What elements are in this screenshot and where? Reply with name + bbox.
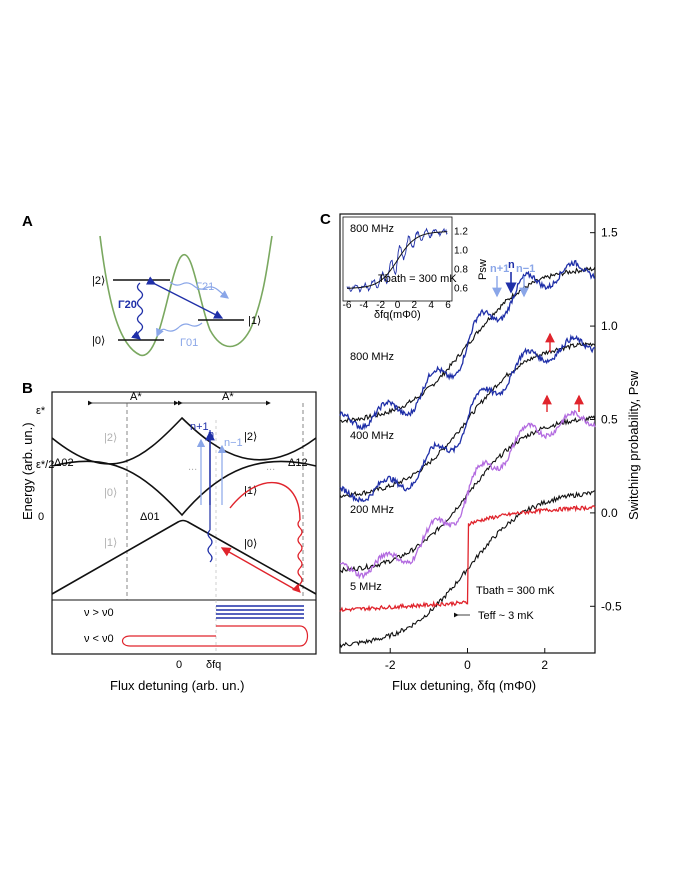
- panel-c-label: C: [320, 211, 331, 228]
- y-tick-label: 1.5: [601, 226, 618, 240]
- amp-left-label: A*: [130, 391, 142, 403]
- gamma-21-label: Γ21: [196, 281, 214, 293]
- panel-a-label: A: [22, 213, 33, 230]
- level-curve-2: [51, 416, 317, 465]
- inset-ylabel: Psw: [477, 259, 489, 280]
- b-n-minus-label: n−1: [224, 437, 243, 449]
- amp-right-label: A*: [222, 391, 234, 403]
- inset-ticks: -6 -4 -2 0 2 4 60.6 0.8 1.0 1.2: [343, 227, 469, 312]
- tbath-label: Tbath = 300 mK: [476, 585, 555, 597]
- panel-c-y-axis-label: Switching probability, Psw: [626, 370, 641, 520]
- state-0-label: |0⟩: [92, 335, 105, 347]
- inset-x-tick: 4: [428, 300, 434, 311]
- left-level-0: |0⟩: [104, 487, 117, 499]
- panel-c-plot: [339, 259, 596, 649]
- delta-01-label: Δ01: [140, 511, 160, 523]
- inset-y-tick: 1.0: [454, 246, 468, 257]
- red-return-arrow: [220, 547, 297, 591]
- b-n-label: n: [208, 429, 214, 441]
- panel-c-x-axis-label: Flux detuning, δfq (mΦ0): [392, 678, 536, 693]
- trace-800-label: 800 MHz: [350, 351, 394, 363]
- drive-red-loop: [121, 625, 309, 647]
- double-well-potential: [99, 235, 273, 356]
- x-tick-label: 2: [541, 658, 548, 672]
- eps-half-label: ε*/2: [36, 459, 54, 471]
- panel-c-ticks: -2 0 2-0.50.00.51.01.5: [385, 226, 622, 672]
- gamma-21-arrow: [169, 281, 229, 299]
- x-tick-label: -2: [385, 658, 396, 672]
- left-level-2: |2⟩: [104, 432, 117, 444]
- trace-400-mhz: [339, 333, 596, 503]
- inset-x-tick: 6: [445, 300, 451, 311]
- inset-trace-800: [346, 227, 448, 293]
- nu-greater-label: ν > ν0: [84, 607, 114, 619]
- trace-200-label: 200 MHz: [350, 504, 394, 516]
- y-tick-label: 0.0: [601, 506, 618, 520]
- nu-less-label: ν < ν0: [84, 633, 114, 645]
- panel-b-y-axis-label: Energy (arb. un.): [20, 422, 35, 520]
- inset-tbath-label: Tbath = 300 mK: [378, 273, 457, 285]
- inset-freq-label: 800 MHz: [350, 223, 394, 235]
- peak-n-minus-label: n−1: [516, 263, 535, 275]
- level-curve-1: [51, 460, 317, 517]
- trace-200-mhz: [339, 409, 596, 580]
- trace-400-label: 400 MHz: [350, 430, 394, 442]
- dfq-label: δfq: [206, 659, 221, 671]
- panel-b-label: B: [22, 380, 33, 397]
- inset-x-tick: 0: [395, 300, 401, 311]
- gamma-01-arrow: [156, 322, 203, 338]
- zero-x-label: 0: [176, 659, 182, 671]
- inset-x-tick: -6: [343, 300, 352, 311]
- red-wave: [291, 519, 303, 593]
- trace-800-mhz: [339, 259, 596, 431]
- inset-xlabel: δfq(mΦ0): [374, 309, 421, 321]
- gamma-20-label: Γ20: [118, 299, 137, 311]
- dots-right: ...: [266, 461, 275, 473]
- inset-x-tick: -4: [359, 300, 368, 311]
- dots-left: ...: [188, 461, 197, 473]
- inset-reference: [346, 231, 448, 289]
- panel-b: B A* A* ε* ε*/2 0 0 δfq Energy (arb. un.…: [20, 380, 317, 693]
- drive-arrow: [145, 276, 224, 319]
- x-tick-label: 0: [464, 658, 471, 672]
- state-2-label: |2⟩: [92, 275, 105, 287]
- panel-c: C -2 0 2-0.50.00.51.01.5 800 MHz Tbath = 3…: [320, 211, 641, 693]
- peak-n-plus-label: n+1: [490, 263, 509, 275]
- inset-x-tick: 2: [412, 300, 418, 311]
- y-tick-label: 1.0: [601, 319, 618, 333]
- inset-x-tick: -2: [376, 300, 385, 311]
- y-tick-label: 0.5: [601, 412, 618, 426]
- panel-b-x-axis-label: Flux detuning (arb. un.): [110, 678, 244, 693]
- state-1-label: |1⟩: [248, 315, 261, 327]
- right-level-0: |0⟩: [244, 538, 257, 550]
- right-level-2: |2⟩: [244, 431, 257, 443]
- peak-n-label: n: [508, 259, 515, 271]
- inset-y-tick: 1.2: [454, 227, 468, 238]
- panel-a: A |2⟩ |0⟩ |1⟩ Γ20 Γ21 Γ01: [22, 213, 273, 356]
- trace-5-label: 5 MHz: [350, 581, 382, 593]
- b-n-plus-label: n+1: [190, 421, 209, 433]
- y-tick-label: -0.5: [601, 599, 622, 613]
- teff-label: Teff ~ 3 mK: [478, 610, 534, 622]
- level-curve-0: [51, 519, 317, 595]
- panel-b-frame: [51, 391, 317, 655]
- inset-plot: [346, 227, 448, 293]
- drive-blue-lines: [216, 605, 304, 619]
- inset-y-tick: 0.6: [454, 284, 468, 295]
- zero-y-label: 0: [38, 511, 44, 523]
- delta-12-label: Δ12: [288, 457, 308, 469]
- inset-y-tick: 0.8: [454, 265, 468, 276]
- gamma-20-arrow: [131, 282, 144, 340]
- eps-star-label: ε*: [36, 405, 46, 417]
- gamma-01-label: Γ01: [180, 337, 198, 349]
- delta-02-label: Δ02: [54, 457, 74, 469]
- red-upper-arc: [229, 481, 301, 521]
- trace-5-mhz: [339, 504, 596, 613]
- left-level-1: |1⟩: [104, 537, 117, 549]
